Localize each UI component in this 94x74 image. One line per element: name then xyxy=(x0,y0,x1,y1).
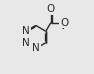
Text: N: N xyxy=(22,38,30,48)
Text: O: O xyxy=(47,4,55,14)
Text: N: N xyxy=(22,26,30,36)
Text: O: O xyxy=(60,18,68,28)
Text: N: N xyxy=(32,43,40,54)
